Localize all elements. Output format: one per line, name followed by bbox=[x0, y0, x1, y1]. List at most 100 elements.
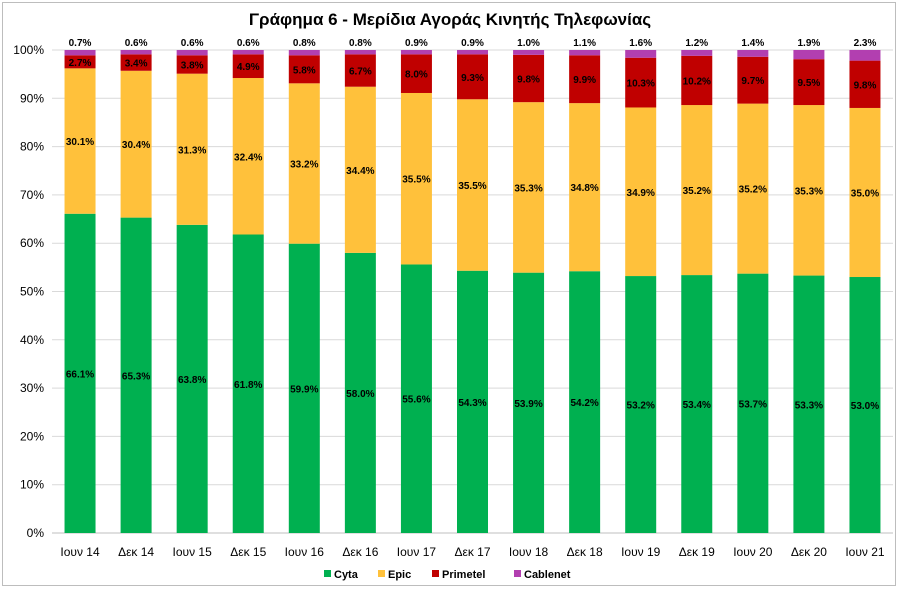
data-label-cyta: 63.8% bbox=[178, 375, 206, 386]
bar-segment-epic bbox=[681, 105, 713, 276]
legend-label-cyta: Cyta bbox=[334, 569, 359, 581]
x-tick-label: Δεκ 19 bbox=[679, 545, 715, 559]
bar-segment-cyta bbox=[176, 224, 208, 533]
data-label-cablenet: 1.6% bbox=[629, 38, 652, 49]
bar-segment-cyta bbox=[849, 277, 881, 533]
bar-segment-cablenet bbox=[64, 50, 96, 56]
data-label-cablenet: 0.8% bbox=[293, 38, 316, 49]
bar-segment-epic bbox=[176, 73, 208, 225]
bar-segment-cablenet bbox=[120, 50, 152, 55]
bar-segment-epic bbox=[457, 99, 488, 271]
bar-segment-cablenet bbox=[232, 50, 264, 55]
bar-segment-cablenet bbox=[737, 50, 769, 57]
data-label-epic: 33.2% bbox=[290, 160, 318, 171]
data-labels: 66.1% 30.1% 2.7% 0.7% 65.3% 30.4% 3.4% 0.6% 63.8… bbox=[66, 38, 879, 412]
bar-segment-epic bbox=[625, 107, 657, 277]
data-label-epic: 34.4% bbox=[346, 166, 374, 177]
data-label-cyta: 53.2% bbox=[627, 401, 655, 412]
data-label-cyta: 54.3% bbox=[458, 398, 486, 409]
bar-segment-epic bbox=[400, 92, 432, 265]
bar-segment-cyta bbox=[64, 213, 96, 533]
data-label-cyta: 53.9% bbox=[514, 399, 542, 410]
data-label-epic: 34.8% bbox=[570, 183, 598, 194]
bar-segment-epic bbox=[288, 83, 320, 244]
data-label-cablenet: 2.3% bbox=[854, 38, 877, 49]
bar-segment-cyta bbox=[569, 271, 601, 533]
data-label-cyta: 53.3% bbox=[795, 400, 823, 411]
data-label-cyta: 58.0% bbox=[346, 389, 374, 400]
data-label-cablenet: 0.6% bbox=[181, 38, 204, 49]
data-label-primetel: 9.9% bbox=[573, 75, 596, 86]
data-label-epic: 35.2% bbox=[739, 185, 767, 196]
y-tick-label: 100% bbox=[13, 43, 44, 57]
bar-segment-epic bbox=[737, 103, 769, 274]
legend-swatch-epic bbox=[378, 570, 385, 577]
data-label-epic: 35.5% bbox=[458, 181, 486, 192]
y-tick-label: 60% bbox=[20, 236, 44, 250]
data-label-cablenet: 1.1% bbox=[573, 38, 596, 49]
x-tick-label: Ιουν 17 bbox=[397, 545, 437, 559]
bar-segment-epic bbox=[569, 103, 601, 272]
data-label-cablenet: 1.2% bbox=[685, 38, 708, 49]
data-label-cablenet: 0.6% bbox=[125, 38, 148, 49]
data-label-primetel: 9.8% bbox=[517, 74, 540, 85]
bars bbox=[64, 50, 881, 534]
data-label-primetel: 9.7% bbox=[741, 76, 764, 87]
data-label-primetel: 9.5% bbox=[798, 78, 821, 89]
data-label-cyta: 53.4% bbox=[683, 400, 711, 411]
bar-segment-primetel bbox=[513, 54, 545, 103]
bar-segment-primetel bbox=[849, 60, 881, 108]
data-label-cablenet: 1.9% bbox=[798, 38, 821, 49]
bar-segment-epic bbox=[344, 86, 376, 253]
y-tick-label: 20% bbox=[20, 429, 44, 443]
bar-segment-cyta bbox=[625, 276, 657, 533]
data-label-cyta: 55.6% bbox=[402, 395, 430, 406]
data-label-cyta: 65.3% bbox=[122, 371, 150, 382]
x-tick-label: Ιουν 18 bbox=[509, 545, 549, 559]
bar-segment-cablenet bbox=[176, 50, 208, 56]
bar-segment-cablenet bbox=[681, 50, 713, 56]
data-label-cablenet: 0.9% bbox=[405, 38, 428, 49]
bar-segment-primetel bbox=[569, 55, 601, 104]
bar-segment-primetel bbox=[681, 55, 713, 106]
bar-segment-cablenet bbox=[569, 50, 601, 56]
y-tick-label: 80% bbox=[20, 140, 44, 154]
data-label-cyta: 54.2% bbox=[570, 398, 598, 409]
bar-segment-epic bbox=[513, 102, 545, 273]
bar-segment-epic bbox=[120, 70, 152, 218]
legend: Cyta Epic Primetel Cablenet bbox=[324, 569, 571, 581]
x-tick-label: Ιουν 14 bbox=[60, 545, 100, 559]
data-label-epic: 35.5% bbox=[402, 175, 430, 186]
data-label-epic: 31.3% bbox=[178, 145, 206, 156]
x-axis-ticks: Ιουν 14 Δεκ 14 Ιουν 15 Δεκ 15 Ιουν 16 Δεκ 16 Ι… bbox=[60, 545, 885, 559]
bar-segment-primetel bbox=[737, 56, 769, 104]
bar-segment-primetel bbox=[232, 54, 264, 79]
data-label-primetel: 3.4% bbox=[125, 59, 148, 70]
data-label-cablenet: 0.9% bbox=[461, 38, 484, 49]
data-label-cablenet: 1.0% bbox=[517, 38, 540, 49]
data-label-primetel: 9.3% bbox=[461, 73, 484, 84]
bar-segment-primetel bbox=[176, 55, 208, 74]
bar-segment-cablenet bbox=[849, 50, 881, 61]
y-tick-label: 30% bbox=[20, 381, 44, 395]
bar-segment-epic bbox=[232, 78, 264, 235]
x-tick-label: Ιουν 16 bbox=[285, 545, 325, 559]
data-label-epic: 35.2% bbox=[683, 186, 711, 197]
bar-segment-cablenet bbox=[400, 50, 432, 55]
y-tick-label: 50% bbox=[20, 285, 44, 299]
bar-segment-cyta bbox=[793, 275, 825, 533]
data-label-primetel: 6.7% bbox=[349, 67, 372, 78]
data-label-primetel: 10.2% bbox=[683, 76, 711, 87]
y-tick-label: 40% bbox=[20, 333, 44, 347]
data-label-primetel: 8.0% bbox=[405, 70, 428, 81]
x-tick-label: Δεκ 16 bbox=[342, 545, 378, 559]
bar-segment-cablenet bbox=[457, 50, 488, 55]
data-label-epic: 30.1% bbox=[66, 137, 94, 148]
bar-segment-primetel bbox=[120, 54, 152, 71]
bar-segment-cablenet bbox=[625, 50, 657, 58]
data-label-epic: 35.0% bbox=[851, 188, 879, 199]
data-label-cablenet: 0.6% bbox=[237, 38, 260, 49]
legend-swatch-cyta bbox=[324, 570, 331, 577]
legend-label-cablenet: Cablenet bbox=[524, 569, 571, 581]
data-label-primetel: 5.8% bbox=[293, 65, 316, 76]
